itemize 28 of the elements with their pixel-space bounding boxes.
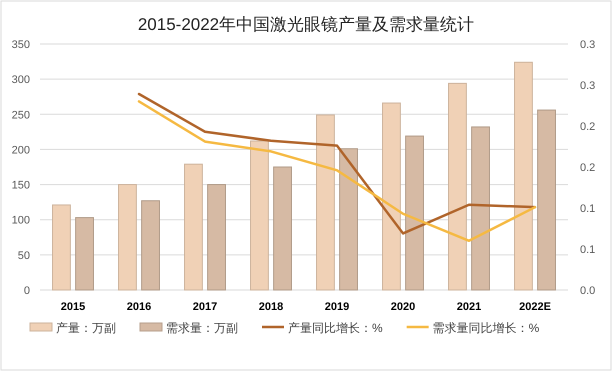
legend-label: 需求量同比增长：% [432,321,540,335]
y-tick-label: 150 [12,180,30,192]
legend-label: 需求量：万副 [166,321,238,335]
y-tick-label: 0 [24,285,30,297]
legend-label: 产量：万副 [56,321,116,335]
x-tick-label: 2015 [60,301,86,313]
x-tick-label: 2020 [390,301,416,313]
x-tick-label: 2019 [324,301,350,313]
chart-title: 2015-2022年中国激光眼镜产量及需求量统计 [138,15,474,34]
x-tick-label: 2021 [456,301,482,313]
legend-label: 产量同比增长：% [288,321,383,335]
y2-tick-label: 0.3 [580,80,596,92]
y2-tick-label: 0.1 [580,244,596,256]
x-tick-label: 2017 [192,301,218,313]
x-tick-label: 2018 [258,301,284,313]
y-tick-label: 50 [18,250,30,262]
y-tick-label: 300 [12,74,30,86]
y-tick-label: 350 [12,39,30,51]
y2-tick-label: 0.0 [580,285,596,297]
y2-tick-label: 0.1 [580,203,596,215]
y2-tick-label: 0.3 [580,39,596,51]
y2-tick-label: 0.2 [580,121,596,133]
y-tick-label: 250 [12,109,30,122]
x-tick-label: 2016 [126,301,152,313]
y-tick-label: 100 [12,214,30,227]
x-tick-label: 2022E [519,301,551,313]
y-tick-label: 200 [12,144,30,156]
y2-tick-label: 0.2 [580,162,596,174]
